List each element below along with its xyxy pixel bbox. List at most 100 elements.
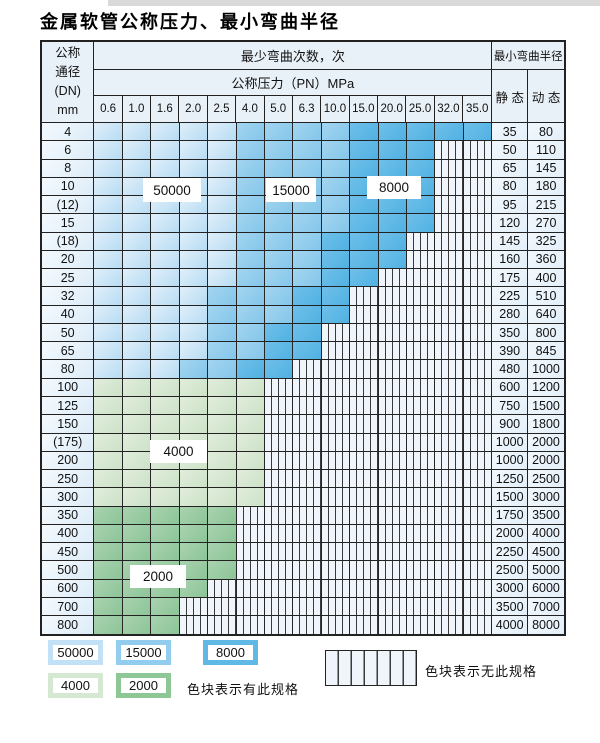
spec-cell-z50 [122,360,152,378]
spec-cell-z15 [293,214,322,232]
no-spec-cell [435,543,464,561]
zone-label-50000: 50000 [144,179,200,201]
table-row: 150 900 1800 [42,415,564,434]
spec-cell-z50 [94,159,123,177]
spec-cell-z2 [179,506,209,524]
spec-cell-z4 [236,396,265,415]
table-row: (18) 145 325 [42,232,564,251]
no-spec-cell [378,616,408,635]
spec-cell-z15 [264,287,294,305]
no-spec-cell [264,597,294,616]
no-spec-cell [463,141,493,159]
dynamic-radius-cell: 3000 [528,488,564,506]
dynamic-radius-cell: 2500 [528,470,564,488]
spec-table: 公称 通径 (DN) mm 最少弯曲次数，次 公称压力（PN）MPa 0.6 1.… [40,40,566,637]
no-spec-cell [463,250,493,269]
no-spec-cell [321,433,351,451]
table-row: 4 35 80 [42,123,564,142]
dynamic-radius-cell: 1500 [528,396,564,415]
spec-cell-z8 [407,214,436,232]
spec-cell-z50 [179,269,209,287]
no-spec-cell [407,415,436,433]
no-spec-cell [321,543,351,561]
spec-cell-z50 [122,250,152,269]
pressure-values-row: 0.6 1.0 1.6 2.0 2.5 4.0 5.0 6.3 10.0 15.0 20.0 25.0… [94,96,492,122]
dn-cell: (175) [42,433,95,451]
spec-cell-z4 [208,451,237,470]
spec-cell-z50 [151,323,180,342]
no-spec-cell [321,597,351,616]
no-spec-cell [350,470,379,488]
spec-cell-z50 [94,250,123,269]
no-spec-cell [293,506,322,524]
table-row: 100 600 1200 [42,378,564,397]
page-title: 金属软管公称压力、最小弯曲半径 [40,12,340,33]
static-radius-cell: 390 [492,342,529,360]
no-spec-cell [407,579,436,597]
spec-cell-z8 [407,159,436,177]
legend-swatch-8000: 8000 [203,640,258,665]
no-spec-cell [264,543,294,561]
no-spec-cell [435,579,464,597]
no-spec-cell [378,470,408,488]
legend-has-spec-note: 色块表示有此规格 [187,682,300,697]
no-spec-cell [208,579,237,597]
bend-cycles-header: 最少弯曲次数，次 [94,42,492,70]
zone-label-2000: 2000 [131,566,185,587]
no-spec-cell [407,470,436,488]
spec-cell-z50 [94,141,123,159]
spec-cell-z50 [208,159,237,177]
spec-cell-z2 [122,543,152,561]
spec-cell-z15 [236,250,265,269]
dn-cell: 50 [42,323,95,342]
pressure-column-header: 1.6 [151,96,180,122]
dn-cell: 200 [42,451,95,470]
static-radius-cell: 95 [492,196,529,214]
no-spec-cell [407,378,436,396]
no-spec-cell [435,616,464,635]
no-spec-cell [435,250,464,269]
pressure-column-header: 32.0 [435,96,464,122]
no-spec-cell [293,415,322,433]
spec-cell-z4 [208,378,237,396]
no-spec-cell [463,360,493,378]
spec-cell-z50 [122,141,152,159]
no-spec-cell [264,616,294,635]
spec-cell-z8 [435,123,464,141]
dn-cell: 8 [42,159,95,177]
spec-cell-z8 [350,141,379,159]
no-spec-cell [463,214,493,232]
no-spec-cell [264,415,294,433]
dn-cell: 600 [42,579,95,597]
spec-cell-z2 [208,543,237,561]
spec-cell-z8 [463,123,493,141]
no-spec-cell [463,506,493,524]
spec-cell-z2 [179,524,209,543]
spec-cell-z2 [94,561,123,579]
spec-cell-z2 [179,543,209,561]
dynamic-radius-cell: 640 [528,305,564,323]
zone-label-4000: 4000 [151,441,206,462]
no-spec-cell [293,378,322,396]
static-radius-cell: 750 [492,396,529,415]
spec-cell-z15 [236,196,265,214]
no-spec-cell [321,451,351,470]
spec-cell-z50 [151,360,180,378]
no-spec-cell [378,305,408,323]
spec-cell-z8 [407,196,436,214]
spec-cell-z4 [179,396,209,415]
dn-cell: 125 [42,396,95,415]
no-spec-cell [435,287,464,305]
static-radius-cell: 3000 [492,579,529,597]
static-radius-cell: 2250 [492,543,529,561]
static-radius-cell: 600 [492,378,529,396]
no-spec-cell [463,269,493,287]
no-spec-cell [407,488,436,506]
static-radius-cell: 1750 [492,506,529,524]
no-spec-cell [293,616,322,635]
no-spec-cell [378,342,408,360]
table-row: 50 350 800 [42,323,564,343]
table-row: 300 1500 3000 [42,488,564,507]
static-radius-cell: 1250 [492,470,529,488]
dn-cell: 10 [42,177,95,196]
